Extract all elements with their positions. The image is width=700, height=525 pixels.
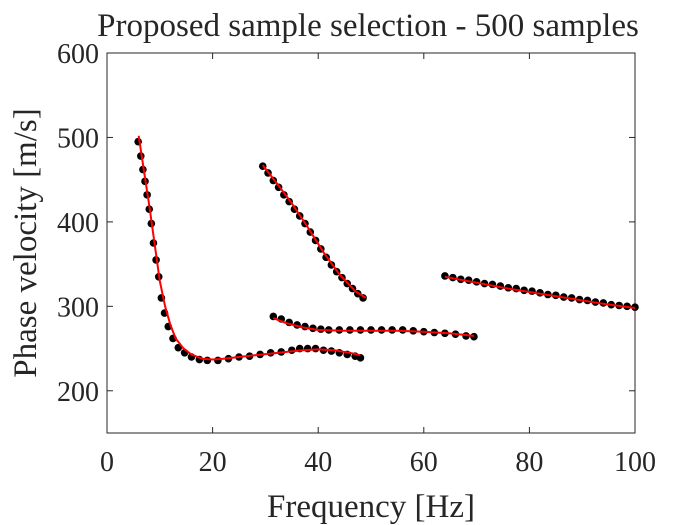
- fit-line-mode-0: [137, 135, 361, 361]
- y-tick-label: 400: [57, 208, 99, 239]
- sample-point-mode-0: [356, 354, 365, 362]
- tick-labels: 0 20 40 60 80 100 200 300 400 500 600: [57, 39, 656, 478]
- y-tick-label: 200: [57, 377, 99, 408]
- sample-point-mode-0: [203, 356, 212, 365]
- fit-line-mode-1: [262, 164, 367, 299]
- x-tick-label: 80: [515, 447, 543, 478]
- sample-point-mode-0: [214, 356, 222, 365]
- sample-point-mode-0: [303, 344, 312, 353]
- fit-line-mode-3: [444, 275, 636, 309]
- sample-point-mode-2: [470, 332, 478, 341]
- plot-area-frame: [106, 52, 636, 434]
- y-axis-label: Phase velocity [m/s]: [8, 108, 44, 377]
- fit-lines: [137, 135, 636, 361]
- x-axis-label: Frequency [Hz]: [267, 489, 475, 525]
- x-tick-label: 40: [304, 447, 332, 478]
- y-tick-label: 500: [57, 123, 99, 154]
- x-tick-label: 100: [614, 447, 656, 478]
- fit-line-mode-2: [272, 317, 475, 337]
- y-tick-label: 300: [57, 292, 99, 323]
- chart-title: Proposed sample selection - 500 samples: [97, 8, 639, 44]
- x-tick-label: 20: [199, 447, 227, 478]
- sample-point-mode-3: [441, 272, 449, 280]
- axes: [106, 52, 636, 434]
- y-tick-label: 600: [57, 39, 99, 70]
- x-tick-label: 60: [410, 447, 438, 478]
- x-tick-label: 0: [100, 447, 114, 478]
